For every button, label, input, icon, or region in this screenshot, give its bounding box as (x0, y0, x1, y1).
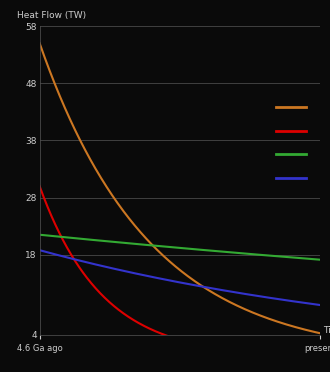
Legend: , , , : , , , (276, 101, 308, 186)
Text: Heat Flow (TW): Heat Flow (TW) (17, 11, 86, 20)
Text: Time: Time (323, 326, 330, 335)
